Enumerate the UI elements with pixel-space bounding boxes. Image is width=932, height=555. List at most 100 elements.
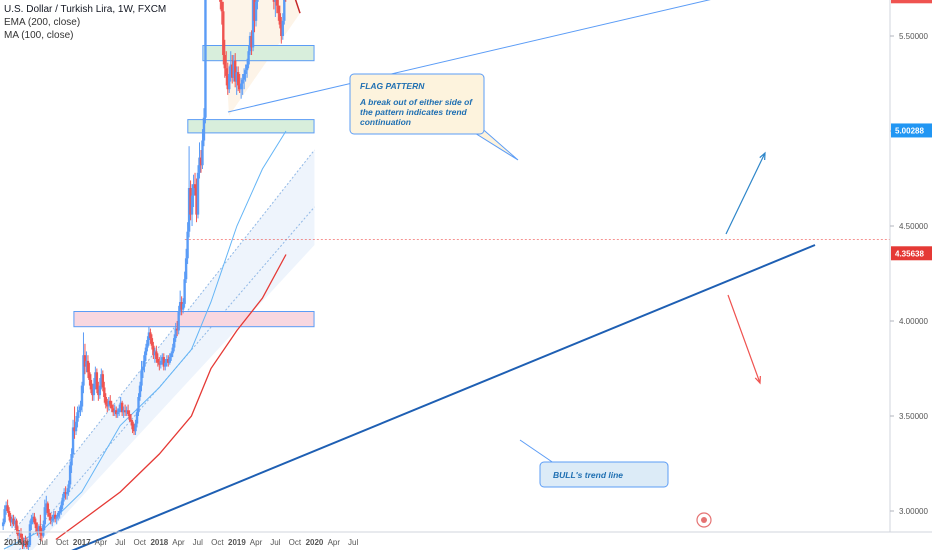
candle-body [155, 351, 158, 359]
candle-body [37, 526, 41, 532]
candle-body [225, 68, 228, 76]
candle-body [3, 509, 6, 523]
candle-body [152, 345, 155, 356]
candle-body [174, 328, 177, 339]
candle-body [204, 0, 207, 118]
zone-box [202, 45, 315, 62]
candle-body [10, 518, 14, 523]
candle-body [228, 74, 231, 90]
candle-body [220, 1, 224, 12]
candle-body [115, 410, 118, 415]
candle-body [64, 492, 67, 494]
candle-body [21, 537, 24, 546]
x-tick-label: Apr [17, 538, 30, 547]
candle-body [170, 353, 173, 358]
candle-body [196, 172, 200, 215]
candle-body [113, 410, 116, 413]
candle-body [223, 55, 226, 69]
zone-box [73, 311, 315, 328]
breakdown-arrow [727, 294, 761, 384]
candle-body [280, 24, 283, 36]
x-tick-label: 2016 [4, 538, 22, 547]
candle-body [199, 157, 203, 166]
candle-body [253, 0, 256, 21]
ema-line [55, 254, 287, 541]
candle-body [42, 524, 45, 536]
candle-body [80, 385, 84, 407]
candle-body [95, 372, 99, 390]
candle-body [100, 374, 103, 386]
candle-body [9, 516, 12, 523]
candle-body [232, 60, 235, 78]
candle-body [77, 410, 81, 413]
candle-body [16, 530, 20, 536]
candle-body [187, 188, 191, 232]
ema-legend: EMA (200, close) [4, 17, 81, 28]
candle-body [27, 545, 30, 548]
candle-body [61, 497, 64, 506]
candle-body [36, 528, 39, 532]
candle-body [189, 188, 192, 215]
candle-body [239, 83, 243, 90]
x-tick-label: 2017 [73, 538, 91, 547]
candle-body [234, 60, 237, 82]
candle-body [51, 518, 54, 521]
candle-body [251, 0, 255, 48]
candle-body [164, 362, 167, 367]
x-tick-label: Apr [250, 538, 263, 547]
candle-body [272, 0, 276, 2]
candle-body [123, 410, 127, 413]
candle-body [109, 400, 112, 405]
candle-body [4, 505, 8, 510]
candle-body [241, 79, 244, 84]
candle-body [65, 492, 69, 494]
x-tick-label: Apr [328, 538, 341, 547]
candle-body [30, 518, 33, 525]
candle-body [94, 372, 97, 384]
ma-legend: MA (100, close) [4, 30, 74, 41]
x-tick-label: Apr [172, 538, 185, 547]
trend-channel-fill [6, 150, 315, 555]
bull-callout-text: BULL's trend line [553, 470, 623, 480]
candle-body [134, 423, 137, 432]
candle-body [178, 302, 182, 312]
breakout-up-arrow-head [759, 151, 766, 161]
candle-body [126, 410, 130, 415]
flag-support-line [227, 0, 711, 113]
x-tick-label: Oct [211, 538, 224, 547]
candle-body [231, 64, 234, 78]
candle-body [110, 404, 113, 409]
candle-body [283, 0, 286, 21]
candle-body [143, 355, 146, 367]
candle-body [74, 421, 78, 432]
candle-body [281, 20, 284, 36]
y-tick-label: 5.50000 [899, 32, 928, 41]
candle-body [229, 64, 232, 74]
candle-body [52, 514, 55, 519]
candle-body [85, 360, 88, 367]
candle-body [140, 370, 143, 386]
candle-body [82, 355, 85, 386]
candle-body [195, 188, 198, 215]
bull-trend-callout [539, 461, 669, 488]
candle-body [171, 347, 174, 354]
candle-body [119, 402, 122, 409]
candle-body [104, 397, 107, 405]
x-tick-label: Oct [134, 538, 147, 547]
candle-body [250, 36, 253, 48]
y-tick-label: 3.00000 [899, 507, 928, 516]
candle-body [184, 258, 188, 280]
candle-body [149, 332, 152, 339]
x-tick-label: Apr [95, 538, 108, 547]
candle-body [173, 338, 176, 348]
candle-body [162, 357, 165, 367]
candle-body [40, 533, 44, 536]
candle-body [28, 524, 32, 546]
tradingview-logo-dot [701, 517, 707, 523]
price-badge-label: 5.70896 [895, 0, 924, 1]
callout-body-line: A break out of either side of [359, 97, 473, 107]
candle-body [1, 522, 5, 527]
candle-body [248, 36, 252, 52]
candle-body [6, 505, 9, 511]
candle-body [235, 72, 238, 82]
